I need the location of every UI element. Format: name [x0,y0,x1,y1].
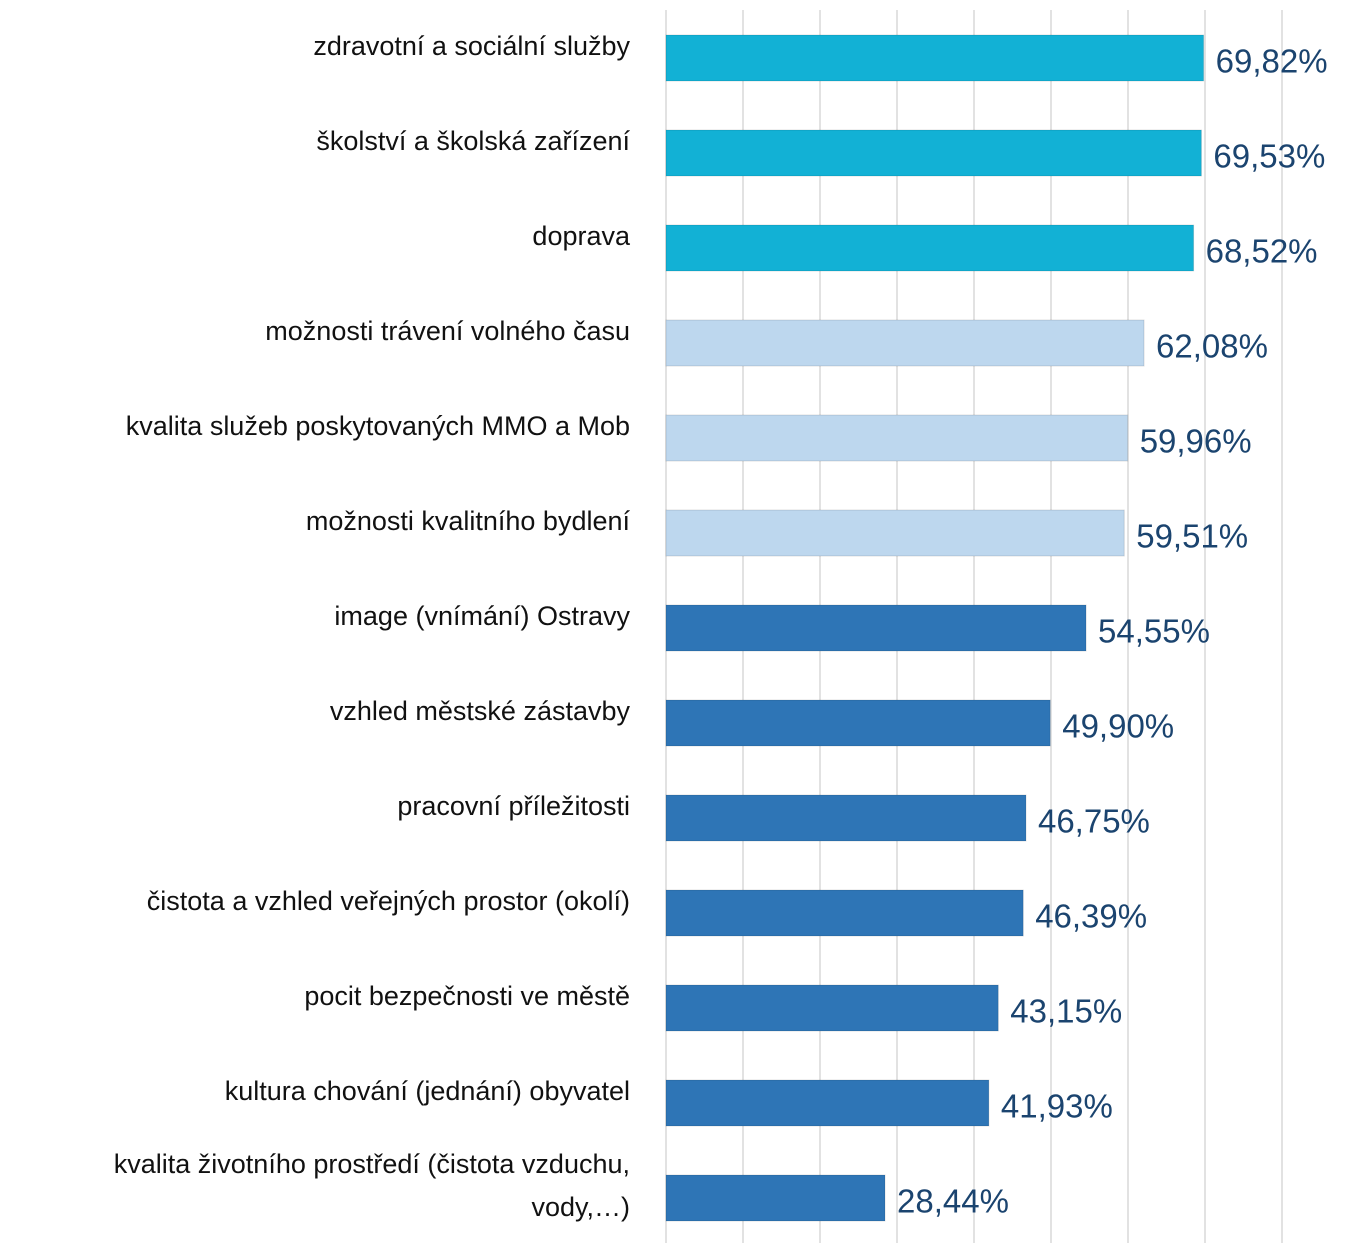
category-text: školství a školská zařízení [316,125,630,156]
category-label: pracovní příležitosti [0,756,630,856]
value-label: 28,44% [897,1183,1009,1220]
category-text: čistota a vzhled veřejných prostor (okol… [146,885,630,916]
category-text: kvalita životního prostředí (čistota vzd… [113,1149,630,1222]
bar [665,889,1024,937]
value-label: 46,75% [1038,803,1150,840]
category-text: možnosti kvalitního bydlení [305,505,630,536]
value-label: 49,90% [1062,708,1174,745]
bar [665,414,1129,462]
bar [665,224,1195,272]
category-label: pocit bezpečnosti ve městě [0,946,630,1046]
category-text: pocit bezpečnosti ve městě [304,980,630,1011]
bar [665,699,1051,747]
category-label: kvalita životního prostředí (čistota vzd… [0,1136,630,1236]
bar [665,34,1205,82]
value-label: 54,55% [1098,613,1210,650]
category-text: image (vnímání) Ostravy [334,600,630,631]
bar [665,319,1145,367]
category-text: vzhled městské zástavby [329,695,630,726]
category-label: zdravotní a sociální služby [0,0,630,96]
category-text: kultura chování (jednání) obyvatel [224,1075,630,1106]
category-label: školství a školská zařízení [0,91,630,191]
bar [665,1174,886,1222]
category-label: kultura chování (jednání) obyvatel [0,1041,630,1141]
category-label: možnosti trávení volného času [0,281,630,381]
category-text: kvalita služeb poskytovaných MMO a Mob [125,410,630,441]
value-label: 68,52% [1206,233,1318,270]
bar [665,604,1087,652]
value-label: 59,51% [1136,518,1248,555]
category-label: čistota a vzhled veřejných prostor (okol… [0,851,630,951]
value-label: 69,82% [1216,43,1328,80]
category-text: doprava [532,220,630,251]
category-text: pracovní příležitosti [397,790,630,821]
category-label: možnosti kvalitního bydlení [0,471,630,571]
value-label: 59,96% [1140,423,1252,460]
bar [665,129,1202,177]
value-label: 46,39% [1035,898,1147,935]
value-label: 43,15% [1010,993,1122,1030]
bar [665,984,999,1032]
bar [665,1079,990,1127]
value-label: 41,93% [1001,1088,1113,1125]
bar [665,794,1027,842]
value-label: 69,53% [1213,138,1325,175]
category-label: doprava [0,186,630,286]
bar [665,509,1125,557]
category-label: image (vnímání) Ostravy [0,566,630,666]
value-label: 62,08% [1156,328,1268,365]
category-label: vzhled městské zástavby [0,661,630,761]
category-text: možnosti trávení volného času [265,315,630,346]
category-text: zdravotní a sociální služby [313,30,630,61]
category-label: kvalita služeb poskytovaných MMO a Mob [0,376,630,476]
